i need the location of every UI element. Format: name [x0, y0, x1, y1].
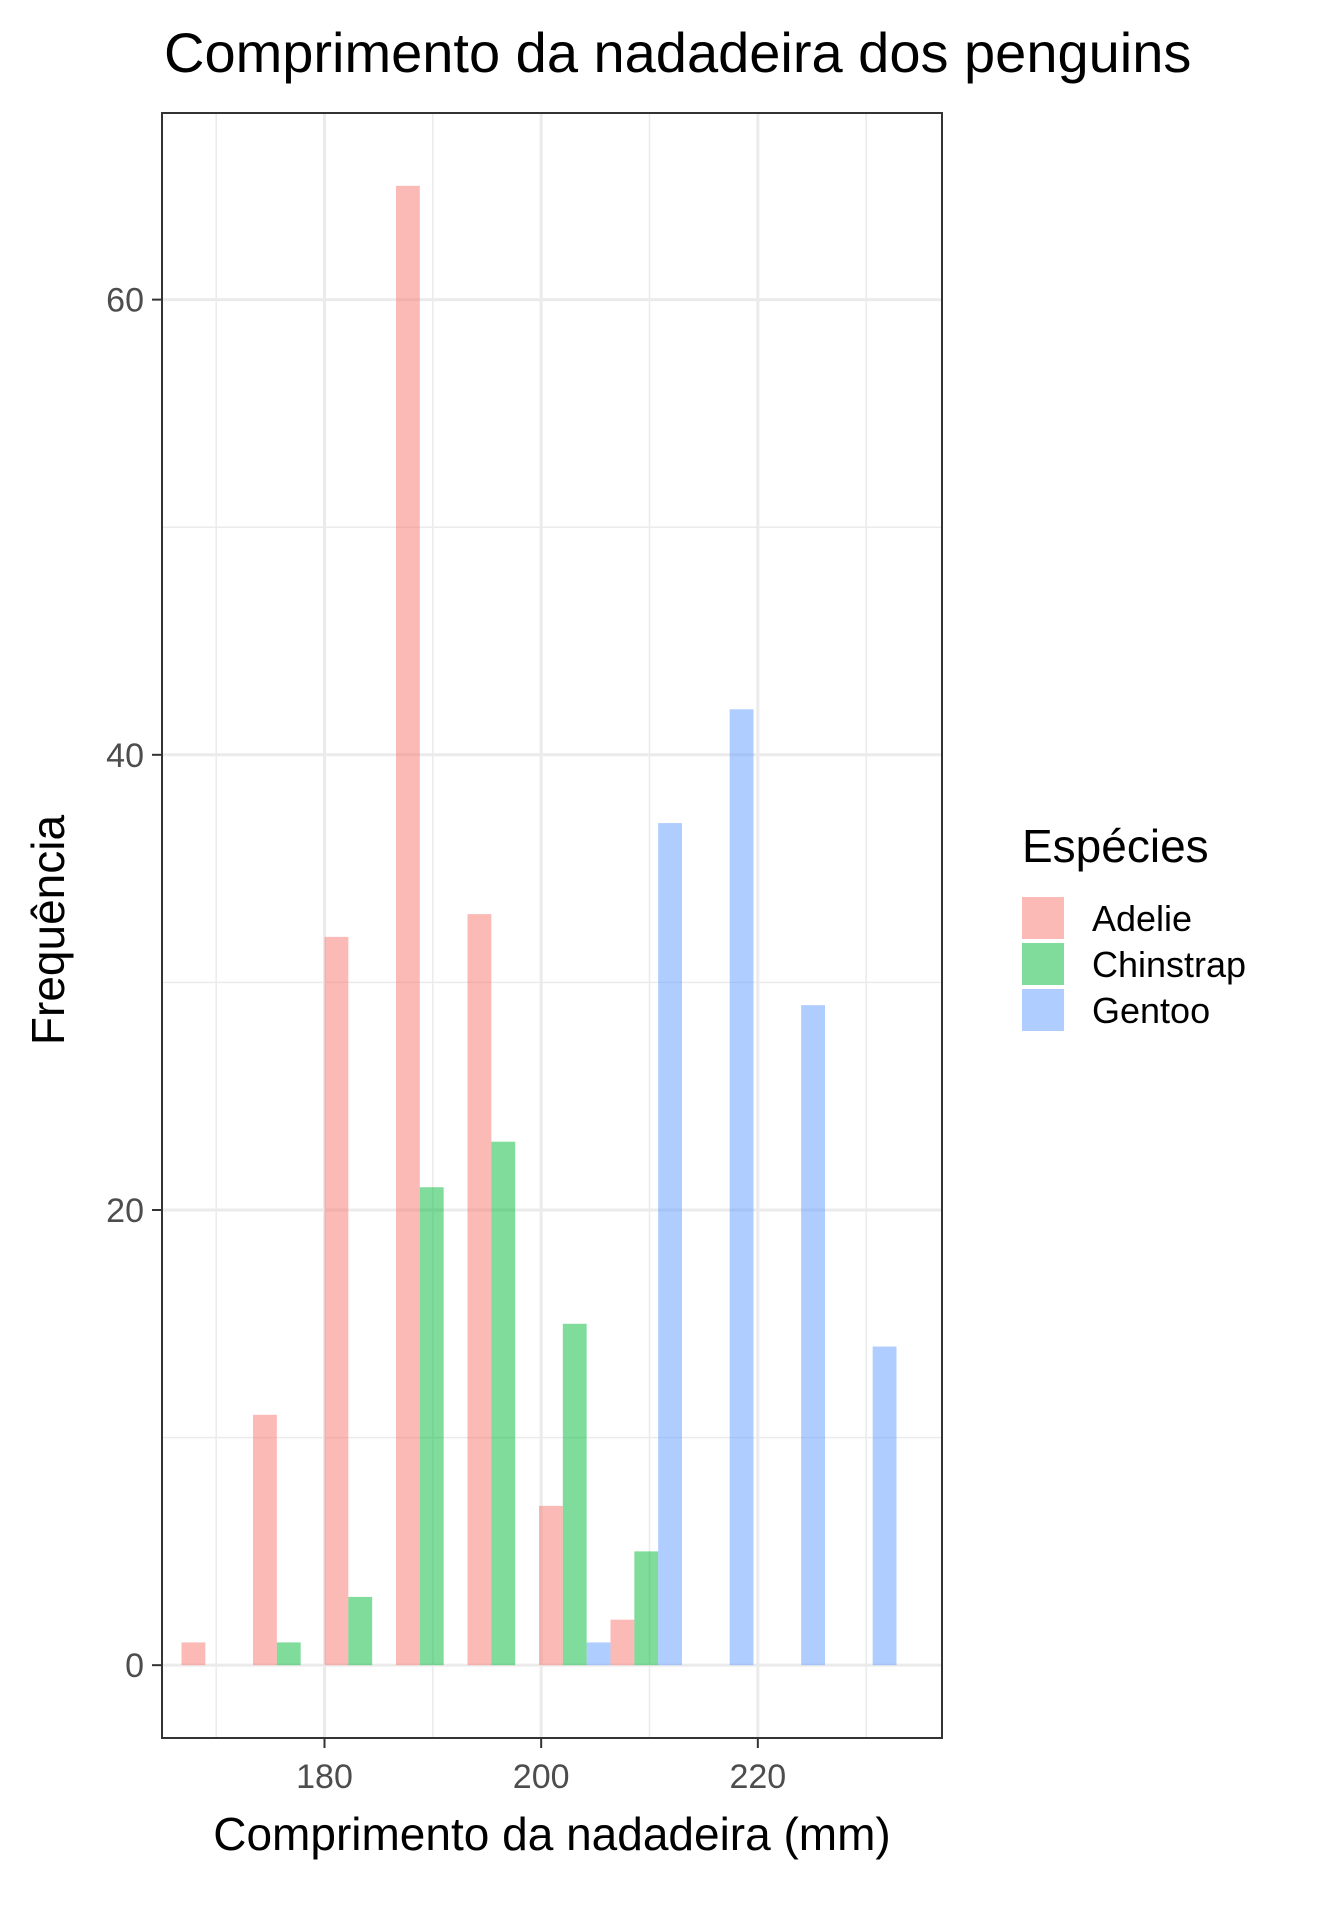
x-tick-label: 180: [296, 1758, 353, 1796]
bar-chinstrap: [634, 1551, 659, 1666]
x-tick-label: 200: [513, 1758, 570, 1796]
y-axis-title: Frequência: [22, 815, 74, 1046]
bar-adelie: [610, 1619, 635, 1666]
chart-title: Comprimento da nadadeira dos penguins: [164, 21, 1191, 84]
y-tick-label: 20: [106, 1192, 144, 1230]
bar-gentoo: [729, 709, 754, 1666]
legend-label-adelie: Adelie: [1092, 898, 1192, 939]
bar-adelie: [181, 1642, 206, 1666]
y-tick-label: 60: [106, 282, 144, 320]
y-tick-label: 0: [125, 1647, 144, 1685]
bar-gentoo: [872, 1346, 897, 1666]
bar-chinstrap: [562, 1323, 587, 1666]
legend: Espécies Adelie Chinstrap Gentoo: [1022, 820, 1246, 1031]
panel-border: [161, 112, 943, 1739]
legend-title: Espécies: [1022, 820, 1209, 872]
bar-adelie: [324, 936, 349, 1666]
bar-chinstrap: [276, 1642, 301, 1666]
plot-panel: 180 200 220 0 20 40 60: [106, 112, 943, 1796]
bar-adelie: [253, 1414, 277, 1666]
bar-adelie: [539, 1505, 563, 1666]
legend-label-gentoo: Gentoo: [1092, 990, 1210, 1031]
bar-gentoo: [658, 823, 682, 1666]
legend-label-chinstrap: Chinstrap: [1092, 944, 1246, 985]
legend-key-adelie: [1022, 897, 1064, 939]
bar-adelie: [396, 185, 420, 1666]
x-axis-title: Comprimento da nadadeira (mm): [213, 1808, 891, 1860]
bar-chinstrap: [419, 1187, 444, 1666]
bar-gentoo: [801, 1005, 825, 1666]
y-tick-label: 40: [106, 737, 144, 775]
legend-key-chinstrap: [1022, 943, 1064, 985]
bar-chinstrap: [491, 1141, 516, 1666]
legend-key-gentoo: [1022, 989, 1064, 1031]
bar-gentoo: [586, 1642, 611, 1666]
bar-chinstrap: [348, 1596, 373, 1666]
bar-adelie: [467, 914, 492, 1666]
x-tick-label: 220: [729, 1758, 786, 1796]
